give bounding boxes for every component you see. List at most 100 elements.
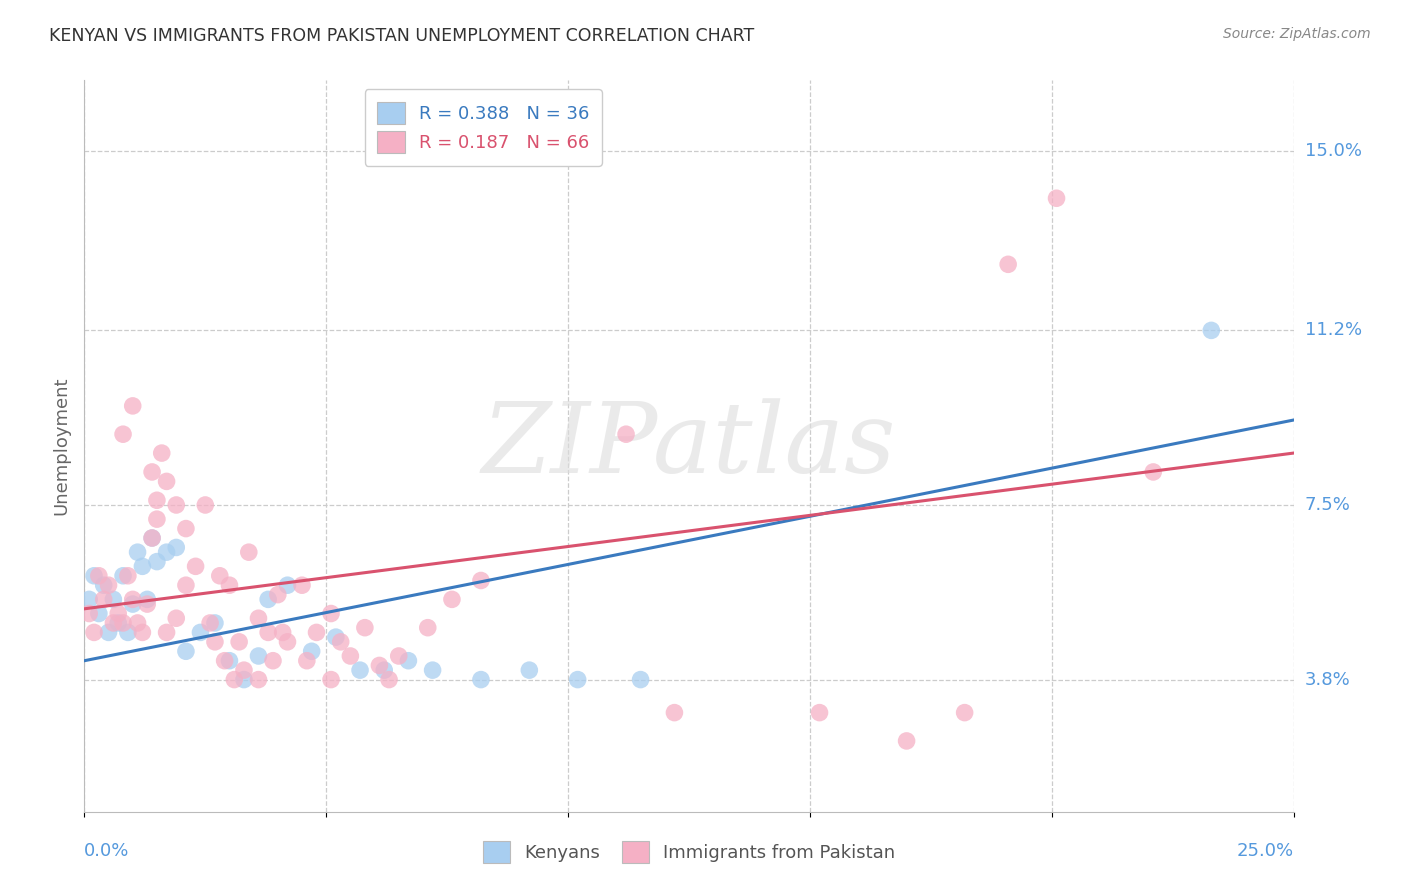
Point (121, 592, 143, 607)
Point (174, 522, 197, 536)
Point (567, 673, 589, 687)
Point (204, 615, 226, 630)
Point (93, 578, 115, 592)
Point (339, 648, 361, 663)
Point (396, 654, 419, 668)
Point (131, 559, 153, 574)
Point (83, 625, 105, 640)
Point (112, 568, 135, 582)
Point (127, 615, 149, 630)
Text: 15.0%: 15.0% (1305, 142, 1361, 160)
Point (198, 615, 221, 630)
Point (267, 588, 290, 602)
Point (319, 673, 342, 687)
Point (354, 621, 377, 635)
Point (165, 611, 187, 625)
Point (174, 578, 197, 592)
Point (276, 635, 298, 649)
Point (131, 625, 153, 640)
Point (301, 644, 323, 658)
Point (247, 673, 270, 687)
Point (349, 663, 371, 677)
Legend: Kenyans, Immigrants from Pakistan: Kenyans, Immigrants from Pakistan (474, 832, 904, 872)
Point (87, 607, 110, 621)
Point (121, 399, 143, 413)
Point (103, 615, 125, 630)
Point (368, 658, 391, 673)
Point (440, 592, 463, 607)
Point (325, 630, 347, 644)
Point (896, 734, 918, 748)
Point (664, 706, 686, 720)
Point (165, 498, 187, 512)
Point (470, 673, 492, 687)
Point (214, 654, 236, 668)
Point (224, 673, 246, 687)
Point (262, 654, 284, 668)
Point (112, 427, 135, 442)
Text: 7.5%: 7.5% (1305, 496, 1351, 514)
Point (378, 673, 401, 687)
Point (218, 578, 240, 592)
Point (233, 673, 256, 687)
Point (614, 427, 637, 442)
Point (271, 625, 294, 640)
Point (291, 578, 314, 592)
Point (228, 635, 250, 649)
Text: 0.0%: 0.0% (84, 842, 129, 860)
Point (87, 568, 110, 582)
Point (93, 592, 115, 607)
Point (808, 706, 831, 720)
Text: 3.8%: 3.8% (1305, 671, 1350, 689)
Point (141, 465, 163, 479)
Point (107, 607, 129, 621)
Point (388, 648, 411, 663)
Point (247, 611, 270, 625)
Point (107, 615, 129, 630)
Text: 11.2%: 11.2% (1305, 321, 1362, 339)
Point (97, 578, 120, 592)
Point (194, 498, 217, 512)
Point (373, 663, 395, 677)
Point (953, 706, 976, 720)
Point (136, 592, 159, 607)
Point (319, 607, 342, 621)
Point (112, 615, 135, 630)
Point (470, 574, 492, 588)
Point (257, 592, 280, 607)
Point (141, 531, 163, 545)
Point (257, 625, 280, 640)
Point (155, 625, 177, 640)
Point (184, 559, 207, 574)
Point (422, 663, 444, 677)
Point (146, 493, 169, 508)
Point (233, 663, 256, 677)
Point (146, 512, 169, 526)
Point (218, 654, 240, 668)
Point (295, 654, 318, 668)
Point (190, 625, 212, 640)
Point (127, 545, 149, 559)
Point (77, 592, 100, 607)
Point (238, 545, 260, 559)
Point (146, 555, 169, 569)
Point (83, 568, 105, 582)
Point (141, 531, 163, 545)
Text: 25.0%: 25.0% (1236, 842, 1294, 860)
Point (117, 625, 139, 640)
Y-axis label: Unemployment: Unemployment (52, 376, 70, 516)
Point (97, 625, 120, 640)
Text: Source: ZipAtlas.com: Source: ZipAtlas.com (1223, 27, 1371, 41)
Point (165, 541, 187, 555)
Point (416, 621, 439, 635)
Point (77, 607, 100, 621)
Point (517, 663, 540, 677)
Point (103, 592, 125, 607)
Point (247, 648, 270, 663)
Point (136, 597, 159, 611)
Point (1045, 191, 1067, 205)
Point (1201, 323, 1223, 337)
Point (276, 578, 298, 592)
Point (305, 625, 328, 640)
Point (155, 545, 177, 559)
